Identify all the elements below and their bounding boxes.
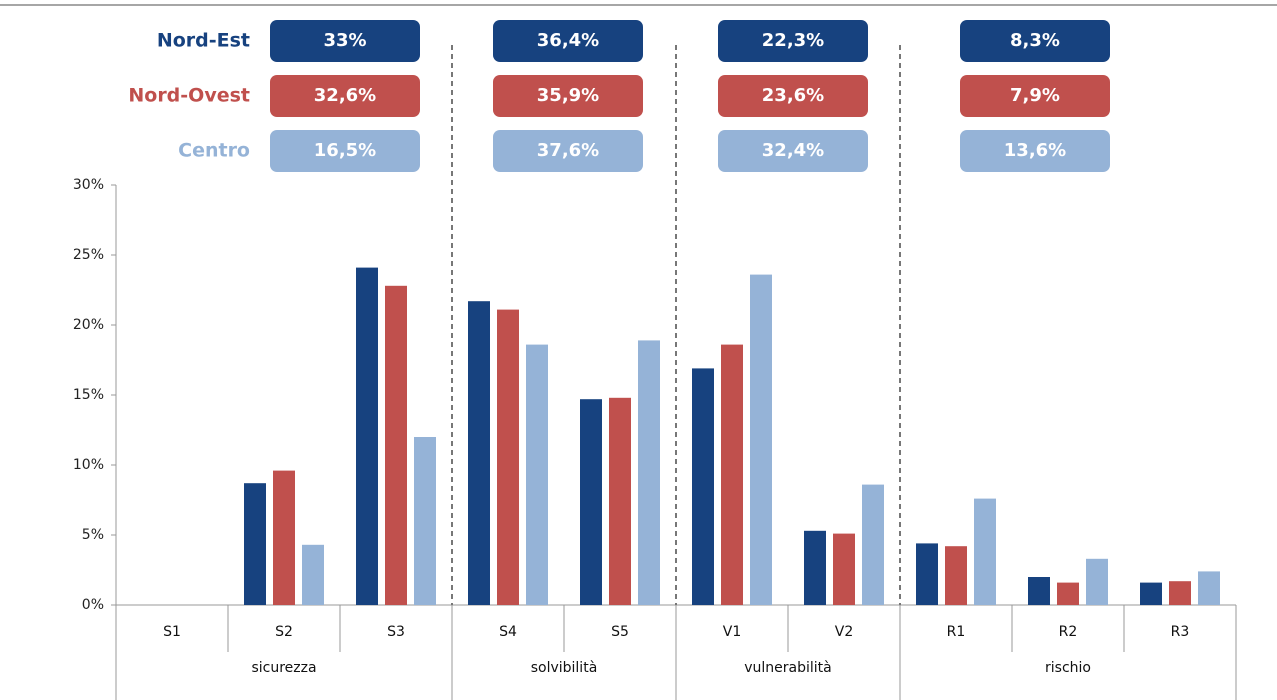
y-tick-label: 25% bbox=[73, 247, 104, 263]
total-label: 32,6% bbox=[314, 85, 376, 106]
bar bbox=[692, 368, 714, 605]
x-tick-label: S5 bbox=[611, 624, 629, 640]
bar bbox=[945, 546, 967, 605]
x-tick-label: V1 bbox=[723, 624, 741, 640]
total-label: 16,5% bbox=[314, 140, 376, 161]
total-label: 37,6% bbox=[537, 140, 599, 161]
total-label: 8,3% bbox=[1010, 30, 1060, 51]
x-tick-label: R2 bbox=[1059, 624, 1078, 640]
bar bbox=[916, 543, 938, 605]
bar bbox=[721, 344, 743, 605]
x-tick-label: R3 bbox=[1171, 624, 1190, 640]
total-box bbox=[270, 130, 420, 172]
total-label: 35,9% bbox=[537, 85, 599, 106]
total-box bbox=[493, 130, 643, 172]
bar bbox=[1169, 581, 1191, 605]
total-label: 22,3% bbox=[762, 30, 824, 51]
bar bbox=[862, 484, 884, 605]
y-tick-label: 0% bbox=[82, 597, 104, 613]
group-label: vulnerabilità bbox=[744, 660, 832, 676]
bar bbox=[468, 301, 490, 605]
bar bbox=[750, 274, 772, 605]
series-label: Nord-Est bbox=[157, 30, 250, 52]
x-tick-label: S1 bbox=[163, 624, 181, 640]
bar bbox=[273, 470, 295, 605]
y-tick-label: 30% bbox=[73, 177, 104, 193]
x-tick-label: R1 bbox=[947, 624, 966, 640]
total-box bbox=[270, 75, 420, 117]
bar bbox=[1086, 558, 1108, 605]
series-label: Centro bbox=[178, 140, 250, 162]
total-label: 33% bbox=[323, 30, 366, 51]
x-tick-label: S2 bbox=[275, 624, 293, 640]
bar bbox=[497, 309, 519, 605]
bar bbox=[1140, 582, 1162, 605]
total-box bbox=[718, 75, 868, 117]
bar bbox=[974, 498, 996, 605]
total-box bbox=[270, 20, 420, 62]
total-box bbox=[960, 20, 1110, 62]
total-box bbox=[960, 130, 1110, 172]
total-box bbox=[718, 20, 868, 62]
total-label: 36,4% bbox=[537, 30, 599, 51]
bar bbox=[526, 344, 548, 605]
bar bbox=[804, 530, 826, 605]
total-label: 32,4% bbox=[762, 140, 824, 161]
x-tick-label: S3 bbox=[387, 624, 405, 640]
bar bbox=[244, 483, 266, 605]
total-box bbox=[718, 130, 868, 172]
group-label: solvibilità bbox=[531, 660, 598, 676]
y-tick-label: 20% bbox=[73, 317, 104, 333]
bar bbox=[580, 399, 602, 605]
bar bbox=[414, 437, 436, 605]
x-tick-label: S4 bbox=[499, 624, 517, 640]
x-tick-label: V2 bbox=[835, 624, 853, 640]
group-label: rischio bbox=[1045, 660, 1091, 676]
bar bbox=[833, 533, 855, 605]
bar bbox=[356, 267, 378, 605]
total-label: 23,6% bbox=[762, 85, 824, 106]
y-tick-label: 5% bbox=[82, 527, 104, 543]
total-label: 13,6% bbox=[1004, 140, 1066, 161]
bar bbox=[609, 397, 631, 605]
bar bbox=[385, 285, 407, 605]
bar bbox=[1028, 577, 1050, 605]
bar bbox=[638, 340, 660, 605]
series-label: Nord-Ovest bbox=[128, 85, 250, 107]
bar bbox=[302, 544, 324, 605]
total-box bbox=[493, 20, 643, 62]
total-box bbox=[493, 75, 643, 117]
total-box bbox=[960, 75, 1110, 117]
group-label: sicurezza bbox=[251, 660, 316, 676]
total-label: 7,9% bbox=[1010, 85, 1060, 106]
y-tick-label: 10% bbox=[73, 457, 104, 473]
y-tick-label: 15% bbox=[73, 387, 104, 403]
bar bbox=[1198, 571, 1220, 605]
bar bbox=[1057, 582, 1079, 605]
